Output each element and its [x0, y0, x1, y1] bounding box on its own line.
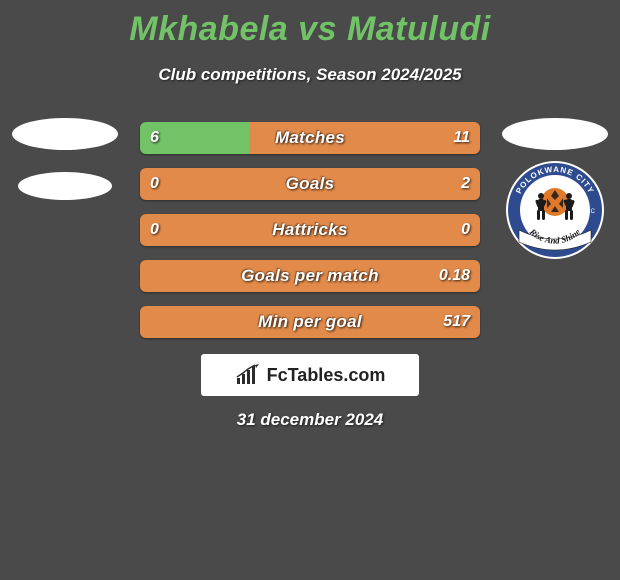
- badge-fc-text: F.C: [586, 209, 596, 215]
- stat-label: Goals: [140, 168, 480, 200]
- title-player1: Mkhabela: [129, 10, 288, 48]
- left-avatar-column: [10, 118, 120, 200]
- stat-bars: Matches611Goals02Hattricks00Goals per ma…: [140, 122, 480, 352]
- stat-label: Min per goal: [140, 306, 480, 338]
- stat-row: Min per goal517: [140, 306, 480, 338]
- bar-chart-icon: [235, 364, 261, 386]
- comparison-infographic: Mkhabela vs Matuludi Club competitions, …: [0, 0, 620, 580]
- stat-value-right: 0: [461, 214, 470, 246]
- stat-row: Goals per match0.18: [140, 260, 480, 292]
- stat-label: Goals per match: [140, 260, 480, 292]
- player2-avatar-placeholder: [502, 118, 608, 150]
- stat-value-left: 0: [150, 168, 159, 200]
- title-player2: Matuludi: [347, 10, 491, 48]
- title-vs: vs: [298, 10, 337, 48]
- stat-value-right: 2: [461, 168, 470, 200]
- stat-value-right: 517: [443, 306, 470, 338]
- fctables-watermark: FcTables.com: [201, 354, 419, 396]
- right-avatar-column: POLOKWANE CITY F.C Rise And Shine: [500, 118, 610, 260]
- stat-row: Hattricks0 0: [140, 214, 480, 246]
- player1-club-placeholder: [18, 172, 112, 200]
- subtitle: Club competitions, Season 2024/2025: [0, 65, 620, 85]
- player2-club-badge: POLOKWANE CITY F.C Rise And Shine: [505, 160, 605, 260]
- stat-value-left: 6: [150, 122, 159, 154]
- stat-row: Matches6 11: [140, 122, 480, 154]
- stat-row: Goals0 2: [140, 168, 480, 200]
- stat-label: Matches: [140, 122, 480, 154]
- club-crest-svg: POLOKWANE CITY F.C Rise And Shine: [505, 160, 605, 260]
- stat-value-right: 11: [453, 122, 470, 154]
- page-title: Mkhabela vs Matuludi: [0, 0, 620, 49]
- stat-value-left: 0: [150, 214, 159, 246]
- stat-label: Hattricks: [140, 214, 480, 246]
- date-text: 31 december 2024: [0, 410, 620, 430]
- fctables-text: FcTables.com: [267, 365, 386, 386]
- player1-avatar-placeholder: [12, 118, 118, 150]
- stat-value-right: 0.18: [439, 260, 470, 292]
